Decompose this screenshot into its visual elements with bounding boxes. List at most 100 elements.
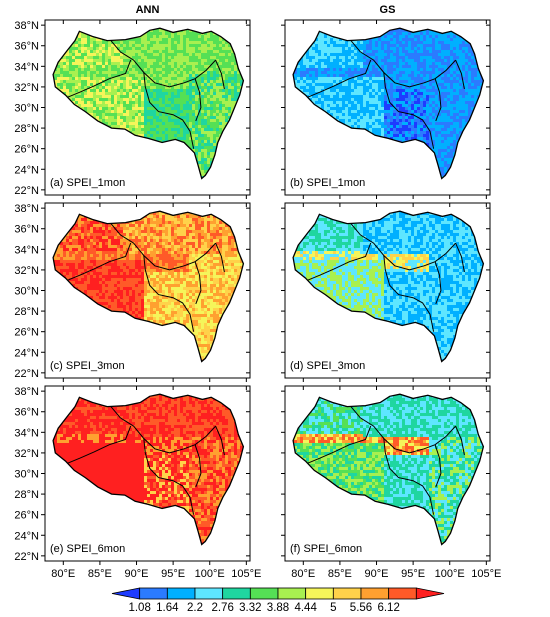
region-boundary [383,438,435,515]
column-title-ann: ANN [136,4,160,16]
plateau-outline [52,393,245,546]
map-panel-3: 38°N 36°N 34°N 32°N 30°N 28°N 26°N 24°N 22°N (c) … [14,202,251,382]
lon-tick-label: 95°E [161,568,185,580]
column-title-gs: GS [380,4,396,16]
region-boundary [215,59,225,90]
region-boundary [194,261,202,305]
region-boundary [110,40,216,88]
lat-tick-label: 38°N [14,20,39,32]
lon-tick-label: 100°E [195,568,225,580]
lon-tick-label: 90°E [365,568,389,580]
lat-tick-label: 32°N [14,265,39,277]
region-boundary [434,444,442,488]
colorbar: 1.08 1.64 2.2 2.76 3.32 3.88 4.44 5 5.56 6.12 [111,587,445,614]
colorbar-swatch [222,587,251,600]
lon-tick-label: 90°E [125,568,149,580]
map-panel-5: 38°N 36°N 34°N 32°N 30°N 28°N 26°N 24°N 22°N 80°E… [14,385,261,580]
region-boundary [383,255,435,332]
colorbar-swatch [415,587,445,600]
colorbar-label: 3.32 [239,602,261,614]
colorbar-swatch [305,587,334,600]
region-boundary [143,255,195,332]
colorbar-label: 1.64 [156,602,179,614]
colorbar-label: 2.2 [187,602,203,614]
lat-tick-label: 28°N [14,123,39,135]
region-boundary [307,425,372,464]
colorbar-swatch [360,587,390,600]
map-panel-2: (b) SPEI_1mon [281,19,491,199]
plateau-outline [52,210,245,363]
plateau-outline [52,27,245,180]
region-boundary [307,59,372,98]
lat-tick-label: 32°N [14,82,39,94]
region-boundary [215,425,225,456]
lat-tick-label: 28°N [14,489,39,501]
panel-label: (a) SPEI_1mon [50,177,125,189]
colorbar-swatch [194,587,224,600]
lat-tick-label: 32°N [14,448,39,460]
plateau-outline [292,210,485,363]
lon-tick-label: 80°E [51,568,75,580]
lat-tick-label: 24°N [14,164,39,176]
colorbar-swatch [249,587,279,600]
region-boundary [110,406,216,454]
colorbar-label: 5.56 [350,602,372,614]
lat-tick-label: 36°N [14,224,39,236]
map-panel-4: (d) SPEI_3mon [281,202,491,382]
region-boundary [67,242,132,281]
lon-tick-label: 95°E [401,568,425,580]
lat-tick-label: 30°N [14,469,39,481]
region-boundary [307,242,372,281]
region-boundary [143,438,195,515]
lat-tick-label: 34°N [14,427,39,439]
region-boundary [110,223,216,271]
lon-tick-label: 105°E [471,568,501,580]
colorbar-label: 6.12 [377,602,399,614]
colorbar-swatch [332,587,362,600]
lat-tick-label: 34°N [14,244,39,256]
lon-tick-label: 105°E [231,568,261,580]
region-boundary [67,425,132,464]
region-boundary [350,40,456,88]
lat-tick-label: 22°N [14,551,39,563]
colorbar-swatch [111,587,141,600]
region-boundary [434,78,442,122]
region-boundary [350,406,456,454]
lon-tick-label: 85°E [88,568,112,580]
lat-tick-label: 26°N [14,327,39,339]
region-boundary [194,78,202,122]
lat-tick-label: 24°N [14,347,39,359]
lat-tick-label: 34°N [14,61,39,73]
lat-tick-label: 30°N [14,286,39,298]
colorbar-label: 1.08 [128,602,150,614]
colorbar-swatch [277,587,307,600]
lat-tick-label: 26°N [14,510,39,522]
lat-tick-label: 38°N [14,203,39,215]
region-boundary [215,242,225,273]
panel-label: (d) SPEI_3mon [290,360,365,372]
plateau-outline [292,27,485,180]
lat-tick-label: 36°N [14,41,39,53]
colorbar-swatch [166,587,196,600]
region-boundary [455,242,465,273]
colorbar-label: 3.88 [267,602,289,614]
lat-tick-label: 30°N [14,103,39,115]
colorbar-swatch [388,587,417,600]
colorbar-label: 4.44 [294,602,317,614]
colorbar-label: 5 [330,602,336,614]
map-panel-6: 80°E 85°E 90°E 95°E 100°E 105°E (f) SPEI_6mon [281,385,501,580]
panel-label: (f) SPEI_6mon [290,543,362,555]
lat-tick-label: 26°N [14,144,39,156]
map-panel-1: 38°N 36°N 34°N 32°N 30°N 28°N 26°N 24°N 22°N (a) … [14,19,251,199]
colorbar-label: 2.76 [211,602,233,614]
region-boundary [143,72,195,149]
region-boundary [67,59,132,98]
panel-label: (b) SPEI_1mon [290,177,365,189]
region-boundary [383,72,435,149]
region-boundary [455,425,465,456]
lon-tick-label: 100°E [435,568,465,580]
lat-tick-label: 38°N [14,386,39,398]
lat-tick-label: 22°N [14,185,39,197]
lat-tick-label: 28°N [14,306,39,318]
panel-label: (e) SPEI_6mon [50,543,125,555]
